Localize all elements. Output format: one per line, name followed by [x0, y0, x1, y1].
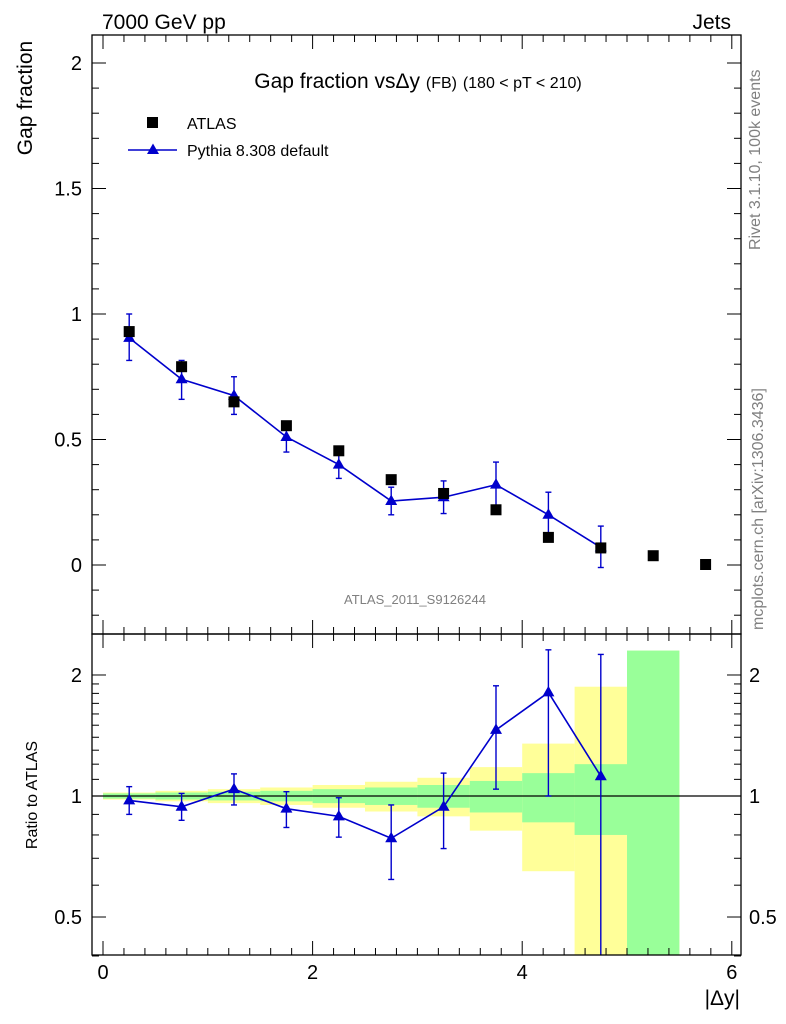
legend: ATLAS Pythia 8.308 default: [128, 116, 329, 160]
atlas-point: [333, 445, 345, 457]
legend-atlas-marker: [147, 117, 158, 128]
atlas-point: [228, 396, 240, 408]
ratio-ytick-label: 0.5: [54, 907, 82, 929]
mc-line: [128, 337, 602, 549]
ratio-mc-line: [129, 691, 602, 840]
mc-point: [385, 494, 398, 505]
ratio-ytick-label: 1: [71, 786, 82, 808]
mc-point: [542, 508, 555, 519]
ratio-band-green: [627, 650, 680, 955]
ratio-mc-point: [490, 723, 502, 734]
mcplots-label: mcplots.cern.ch [arXiv:1306.3436]: [750, 388, 767, 630]
mc-point: [175, 372, 188, 384]
atlas-point: [595, 542, 607, 554]
atlas-point: [490, 504, 502, 516]
ratio-mc-point: [228, 782, 240, 794]
header-left: 7000 GeV pp: [102, 11, 226, 34]
watermark: ATLAS_2011_S9126244: [344, 592, 486, 607]
title-suffix: (FB): [426, 75, 457, 92]
mc-point: [490, 478, 502, 489]
ratio-frame: [91, 633, 742, 956]
atlas-point: [542, 531, 554, 543]
ratio-ytick-label-right: 1: [749, 786, 760, 808]
atlas-point: [385, 474, 397, 486]
ratio-mc-point: [123, 793, 136, 805]
ratio-xtick-label: 4: [517, 962, 528, 984]
main-ytick-label: 2: [71, 53, 82, 75]
ratio-mc-point: [175, 800, 188, 811]
ratio-xtick-label: 0: [97, 962, 108, 984]
ratio-xtick-label: 6: [726, 962, 737, 984]
ratio-mc-point: [437, 800, 450, 811]
header-right: Jets: [692, 11, 731, 34]
atlas-point: [280, 420, 292, 432]
atlas-point: [438, 487, 450, 499]
main-panel: 0 0.5 1 1.5 2 Gap fraction vsΔy (FB) (180 < …: [14, 34, 742, 635]
ratio-mc-point: [385, 831, 398, 843]
mc-point: [280, 430, 293, 441]
ratio-panel: 0.5 0.5 1 1 2 2 0 2 4 6 Ratio to ATLAS |Δy|: [24, 633, 777, 1010]
ratio-mc-point: [542, 685, 555, 697]
ratio-xtick-label: 2: [307, 962, 318, 984]
atlas-point: [176, 361, 188, 373]
legend-mc-label: Pythia 8.308 default: [187, 143, 329, 160]
main-ylabel: Gap fraction: [14, 41, 37, 155]
atlas-point: [123, 326, 135, 338]
title-range: (180 < pT < 210): [463, 75, 582, 92]
legend-mc-marker: [147, 143, 159, 154]
ratio-mc-point: [280, 802, 293, 813]
ratio-mc-point: [332, 809, 345, 821]
main-title: Gap fraction vsΔy (FB) (180 < pT < 210): [254, 70, 581, 93]
ratio-mc-point: [594, 769, 607, 781]
ratio-ytick-label: 2: [71, 665, 82, 687]
rivet-label: Rivet 3.1.10, 100k events: [747, 69, 764, 250]
mc-point: [332, 458, 345, 469]
title-main: Gap fraction vsΔy: [254, 70, 420, 93]
ratio-ylabel: Ratio to ATLAS: [24, 741, 41, 849]
legend-atlas-label: ATLAS: [187, 116, 237, 133]
atlas-point: [647, 550, 659, 562]
main-ytick-label: 0: [71, 555, 82, 577]
main-ytick-label: 1: [71, 304, 82, 326]
ratio-xlabel: |Δy|: [705, 987, 740, 1010]
main-ytick-label: 1.5: [54, 179, 82, 201]
main-ytick-label: 0.5: [54, 430, 82, 452]
ratio-ytick-label-right: 0.5: [749, 907, 777, 929]
atlas-point: [700, 558, 712, 570]
ratio-ytick-label-right: 2: [749, 665, 760, 687]
